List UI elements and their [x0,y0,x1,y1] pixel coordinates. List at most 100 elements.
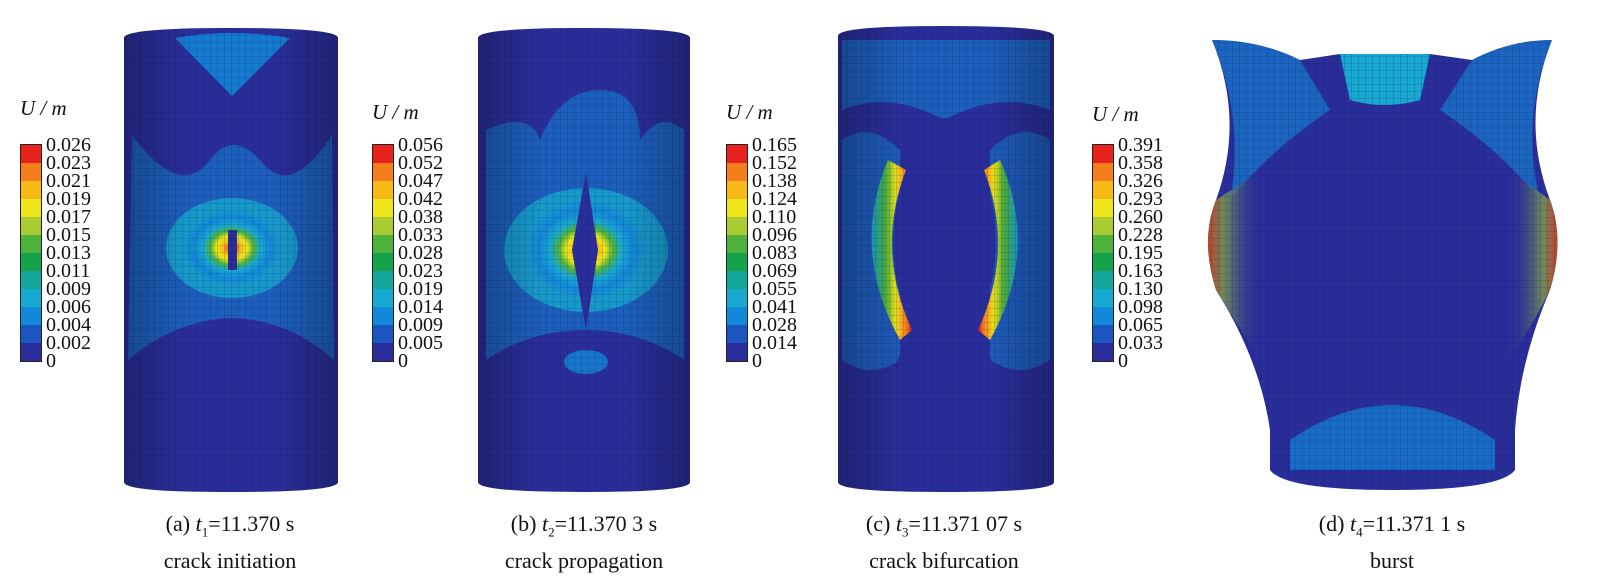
color-swatch [373,199,393,217]
color-swatch [373,289,393,307]
color-swatch [727,199,747,217]
color-swatch [727,325,747,343]
legend-tick-label: 0.326 [1118,170,1163,192]
color-swatch [21,325,41,343]
color-swatch [21,271,41,289]
caption-c: (c) t3=11.371 07 s crack bifurcation [814,509,1074,575]
caption-b: (b) t2=11.370 3 s crack propagation [454,509,714,575]
color-swatch [1093,235,1113,253]
legend-tick-label: 0.065 [1118,314,1163,336]
color-swatch [1093,289,1113,307]
cylinder-b [478,28,690,492]
color-swatch [21,199,41,217]
color-swatch [727,235,747,253]
legend-title: U / m [1092,102,1139,126]
caption-d: (d) t4=11.371 1 s burst [1262,509,1522,575]
color-swatch [1093,217,1113,235]
legend-tick-label: 0.228 [1118,224,1163,246]
color-swatch [21,343,41,361]
color-swatch [21,181,41,199]
legend-tick-label: 0.002 [46,332,91,354]
legend-tick-label: 0.009 [46,278,91,300]
legend-tick-label: 0.006 [46,296,91,318]
legend-tick-label: 0.028 [752,314,797,336]
color-swatch [373,235,393,253]
legend-tick-label: 0.033 [398,224,443,246]
legend-tick-label: 0.014 [752,332,797,354]
color-swatch [727,289,747,307]
legend-tick-label: 0.047 [398,170,443,192]
legend-tick-label: 0.069 [752,260,797,282]
legend-tick-label: 0.138 [752,170,797,192]
caption-a: (a) t1=11.370 s crack initiation [100,509,360,575]
color-swatch [373,217,393,235]
caption-stage: burst [1370,548,1414,574]
legend-tick-label: 0.124 [752,188,797,210]
color-swatch [21,253,41,271]
legend-tick-label: 0.004 [46,314,91,336]
legend-tick-label: 0.038 [398,206,443,228]
color-scale [726,144,748,362]
legend-tick-label: 0.096 [752,224,797,246]
color-swatch [1093,181,1113,199]
color-swatch [1093,325,1113,343]
color-swatch [373,253,393,271]
color-swatch [373,325,393,343]
color-swatch [727,163,747,181]
color-swatch [1093,253,1113,271]
legend-tick-label: 0.110 [752,206,797,228]
color-swatch [21,145,41,163]
color-scale [1092,144,1114,362]
legend-tick-label: 0.023 [46,152,91,174]
legend-tick-label: 0 [752,350,762,372]
legend-tick-label: 0.026 [46,134,91,156]
color-swatch [1093,199,1113,217]
color-swatch [727,217,747,235]
legend-tick-label: 0.042 [398,188,443,210]
color-swatch [373,343,393,361]
caption-stage: crack propagation [504,548,664,574]
color-swatch [373,307,393,325]
legend-tick-label: 0.013 [46,242,91,264]
legend-title: U / m [20,96,67,120]
legend-title: U / m [726,100,773,124]
color-swatch [1093,271,1113,289]
legend-tick-label: 0.195 [1118,242,1163,264]
caption-stage: crack bifurcation [869,548,1019,574]
color-swatch [373,145,393,163]
caption-label: (b) [510,511,537,536]
legend-tick-label: 0.017 [46,206,91,228]
color-swatch [373,271,393,289]
legend-tick-label: 0.019 [46,188,91,210]
color-swatch [727,253,747,271]
legend-tick-label: 0 [398,350,408,372]
legend-tick-label: 0.055 [752,278,797,300]
legend-tick-label: 0.009 [398,314,443,336]
legend-tick-label: 0.293 [1118,188,1163,210]
color-scale [20,144,42,362]
color-swatch [21,307,41,325]
legend-tick-label: 0.015 [46,224,91,246]
legend-tick-label: 0.028 [398,242,443,264]
legend-tick-label: 0.163 [1118,260,1163,282]
legend-tick-label: 0.023 [398,260,443,282]
legend-tick-label: 0.358 [1118,152,1163,174]
legend-title: U / m [372,100,419,124]
legend-tick-label: 0.165 [752,134,797,156]
legend-tick-label: 0.019 [398,278,443,300]
legend-tick-label: 0.033 [1118,332,1163,354]
color-swatch [21,217,41,235]
legend-tick-label: 0.083 [752,242,797,264]
color-swatch [727,145,747,163]
legend-tick-label: 0.021 [46,170,91,192]
color-scale [372,144,394,362]
cylinder-c [838,26,1054,492]
color-swatch [1093,307,1113,325]
caption-label: (c) [865,511,891,536]
color-swatch [21,289,41,307]
color-swatch [21,235,41,253]
legend-tick-label: 0.391 [1118,134,1163,156]
legend-tick-label: 0 [46,350,56,372]
legend-tick-label: 0.011 [46,260,91,282]
color-swatch [727,271,747,289]
